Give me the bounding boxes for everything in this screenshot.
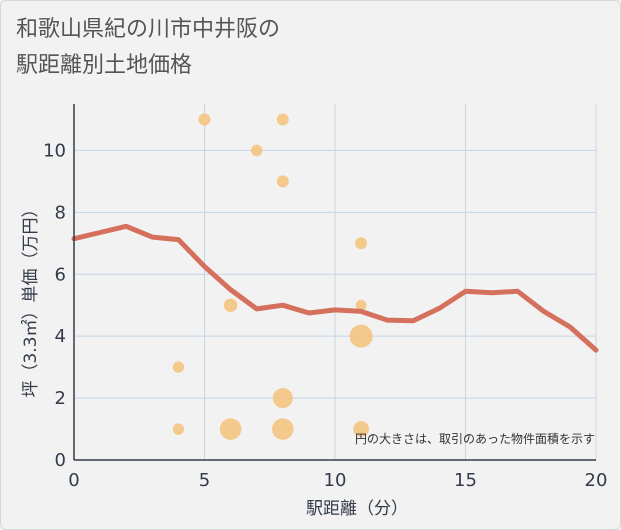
bubble-point [276, 175, 289, 188]
bubble-size-note: 円の大きさは、取引のあった物件面積を示す [355, 431, 595, 446]
x-tick-label: 0 [68, 470, 79, 491]
bubble-point [172, 423, 185, 435]
y-tick-label: 10 [43, 140, 66, 161]
average-price-line [71, 223, 599, 353]
chart-title-line-1: 和歌山県紀の川市中井阪の [16, 17, 281, 42]
x-tick-label: 15 [454, 470, 477, 491]
bubble-point [349, 324, 373, 348]
x-tick-label: 20 [585, 470, 608, 491]
axes: 0 5 10 15 20 0 2 4 6 8 10 [43, 104, 607, 491]
bubble-point [272, 388, 293, 409]
chart-title: 和歌山県紀の川市中井阪の 駅距離別土地価格 [16, 12, 280, 84]
x-tick-label: 5 [199, 470, 210, 491]
bubble-point [355, 237, 368, 250]
bubble-point [219, 418, 242, 440]
line-layer [71, 223, 599, 353]
bubble-point [198, 113, 211, 126]
grid-lines [74, 104, 597, 460]
bubble-point [355, 299, 367, 311]
bubble-layer [172, 113, 373, 440]
chart-title-line-2: 駅距離別土地価格 [16, 53, 193, 78]
bubble-point [272, 418, 294, 440]
bubble-point [250, 144, 263, 157]
y-tick-label: 0 [55, 450, 66, 471]
y-tick-label: 2 [55, 388, 66, 409]
bubble-point [223, 298, 238, 312]
y-tick-label: 8 [55, 202, 66, 223]
x-axis-label: 駅距離（分） [306, 499, 408, 519]
bubble-point [172, 361, 185, 373]
bubble-point [276, 113, 289, 126]
bubble-point [353, 421, 369, 437]
y-tick-label: 4 [55, 326, 66, 347]
x-tick-label: 10 [324, 470, 347, 491]
y-axis-label: 坪（3.3㎡）単価（万円） [21, 200, 41, 397]
y-tick-label: 6 [55, 264, 66, 285]
